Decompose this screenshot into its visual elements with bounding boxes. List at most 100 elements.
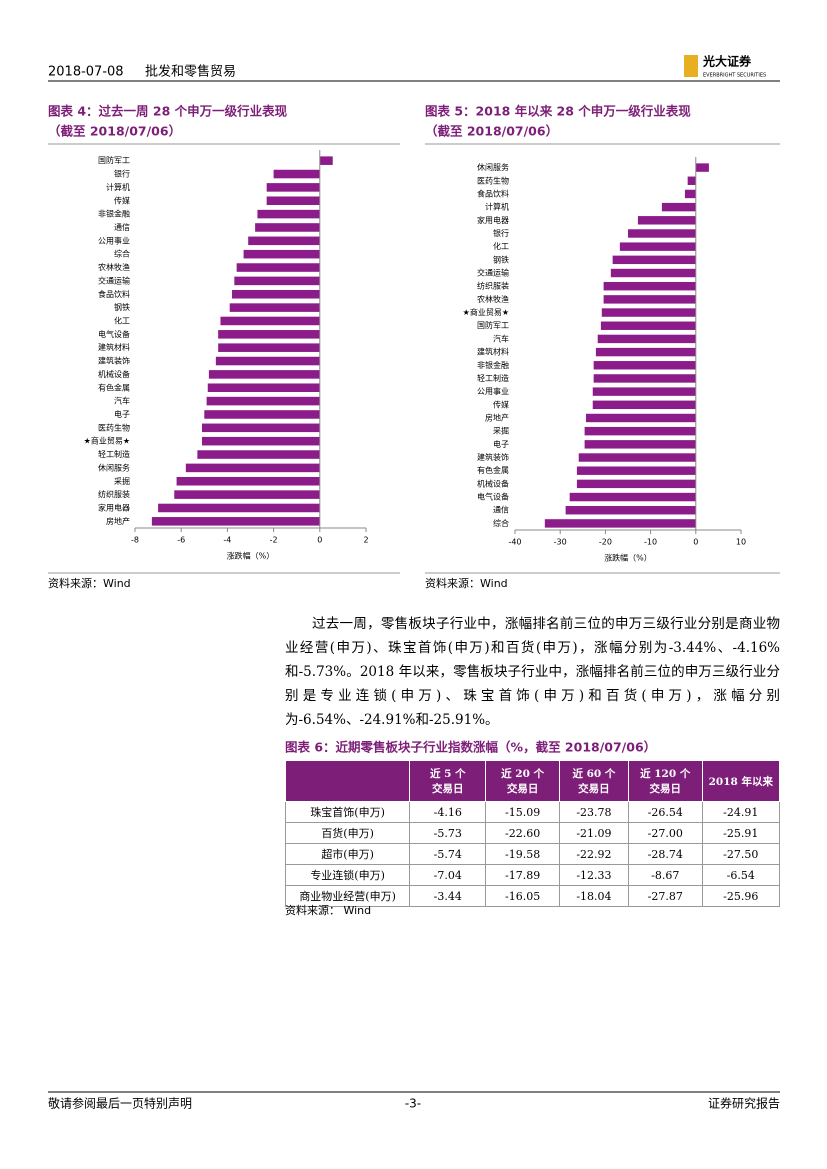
- x-tick-label: -4: [223, 536, 231, 545]
- category-label: 银行: [493, 228, 509, 238]
- row-label: 商业物业经营(申万): [284, 885, 411, 907]
- table-cell: -28.74: [627, 843, 703, 865]
- category-label: 建筑材料: [477, 347, 509, 357]
- bar: [684, 189, 696, 199]
- paragraph: 过去一周，零售板块子行业中，涨幅排名前三位的申万三级行业分别是商业物业经营(申万…: [285, 616, 780, 728]
- table-cell: -7.04: [409, 864, 487, 886]
- table-header-cell: 近 20 个 交易日: [485, 760, 560, 802]
- category-label: 计算机: [485, 202, 509, 212]
- category-label: 公用事业: [477, 386, 509, 396]
- category-label: 电子: [114, 409, 130, 419]
- category-label: 国防军工: [477, 320, 509, 330]
- bar: [229, 303, 320, 312]
- bar: [255, 223, 320, 232]
- bar: [593, 361, 696, 370]
- bar: [204, 410, 320, 419]
- category-label: 农林牧渔: [98, 262, 130, 272]
- table-row: 百货(申万) -5.73 -22.60 -21.09 -27.00 -25.91: [284, 822, 781, 844]
- category-label: 电子: [493, 439, 509, 449]
- x-tick-label: -10: [644, 538, 657, 547]
- table-header-cell: 近 5 个 交易日: [409, 760, 487, 802]
- bar: [218, 343, 320, 352]
- category-label: 钢铁: [493, 254, 509, 264]
- category-label: 轻工制造: [98, 449, 130, 459]
- category-label: 家用电器: [477, 215, 509, 225]
- bar: [578, 453, 696, 462]
- table-cell: -27.87: [627, 885, 703, 907]
- table-cell: -15.09: [485, 801, 560, 823]
- logo-icon: [684, 55, 698, 77]
- bar: [695, 163, 709, 172]
- table-cell: -5.74: [409, 843, 487, 865]
- table-row: 超市(申万) -5.74 -19.58 -22.92 -28.74 -27.50: [284, 843, 781, 865]
- category-label: 交通运输: [98, 275, 130, 285]
- x-tick-label: -40: [508, 538, 521, 547]
- table-cell: -18.04: [558, 885, 629, 907]
- bar: [576, 479, 696, 489]
- bar: [600, 321, 696, 330]
- row-label: 珠宝首饰(申万): [284, 801, 411, 823]
- data-table: 近 5 个 交易日近 20 个 交易日近 60 个 交易日近 120 个 交易日…: [284, 760, 781, 907]
- bar: [215, 356, 320, 366]
- table-cell: -8.67: [627, 864, 703, 886]
- table-header-corner: [284, 760, 411, 802]
- bar: [197, 450, 320, 459]
- bar: [619, 242, 696, 251]
- table-source: 资料来源： Wind: [285, 904, 372, 917]
- bar: [257, 209, 320, 219]
- bar: [612, 255, 696, 265]
- bar: [158, 503, 320, 513]
- bar: [603, 281, 696, 291]
- category-label: 非银金融: [98, 209, 130, 219]
- category-label: 电气设备: [98, 329, 130, 339]
- bar: [266, 183, 320, 192]
- bar: [585, 413, 696, 423]
- bar: [628, 229, 696, 238]
- x-axis-label: 涨跌幅（%）: [604, 553, 652, 563]
- figure-subtitle: （截至 2018/07/06）: [425, 124, 558, 139]
- category-label: 家用电器: [98, 502, 130, 512]
- footer-left: 敬请参阅最后一页特别声明: [48, 1096, 192, 1111]
- bar: [584, 440, 696, 449]
- row-label: 超市(申万): [284, 843, 411, 865]
- table-header-cell: 2018 年以来: [701, 760, 781, 802]
- bar: [637, 216, 696, 225]
- category-label: 化工: [493, 241, 509, 251]
- bar: [208, 370, 320, 379]
- header-date: 2018-07-08: [48, 65, 124, 80]
- category-label: 食品饮料: [477, 188, 509, 198]
- bar: [576, 466, 696, 475]
- category-label: 房地产: [106, 516, 130, 526]
- bar: [207, 383, 320, 393]
- footer-right: 证券研究报告: [708, 1096, 780, 1111]
- bar: [248, 236, 320, 246]
- figure-subtitle: （截至 2018/07/06）: [48, 124, 181, 139]
- bar: [661, 202, 696, 212]
- bar: [234, 276, 320, 286]
- bar: [603, 295, 696, 304]
- x-tick-label: -30: [554, 538, 567, 547]
- table-cell: -23.78: [558, 801, 629, 823]
- category-label: 建筑装饰: [477, 452, 509, 462]
- category-label: 机械设备: [98, 369, 130, 379]
- bar: [201, 436, 320, 446]
- table-cell: -22.60: [485, 822, 560, 844]
- x-tick-label: 2: [363, 536, 368, 545]
- category-label: ★商业贸易★: [84, 436, 130, 446]
- category-label: 采掘: [114, 476, 130, 486]
- x-tick-label: 0: [693, 538, 698, 547]
- category-label: 纺织服装: [477, 281, 509, 291]
- table-cell: -22.92: [558, 843, 629, 865]
- table-cell: -19.58: [485, 843, 560, 865]
- category-label: 传媒: [493, 399, 509, 409]
- bar: [610, 268, 696, 278]
- table-cell: -25.96: [701, 885, 781, 907]
- category-label: 计算机: [106, 182, 130, 192]
- table-cell: -16.05: [485, 885, 560, 907]
- row-label: 百货(申万): [284, 822, 411, 844]
- bar: [565, 506, 696, 515]
- bar: [151, 517, 320, 526]
- category-label: 非银金融: [477, 360, 509, 370]
- bar: [176, 476, 320, 486]
- category-label: 休闲服务: [98, 462, 130, 472]
